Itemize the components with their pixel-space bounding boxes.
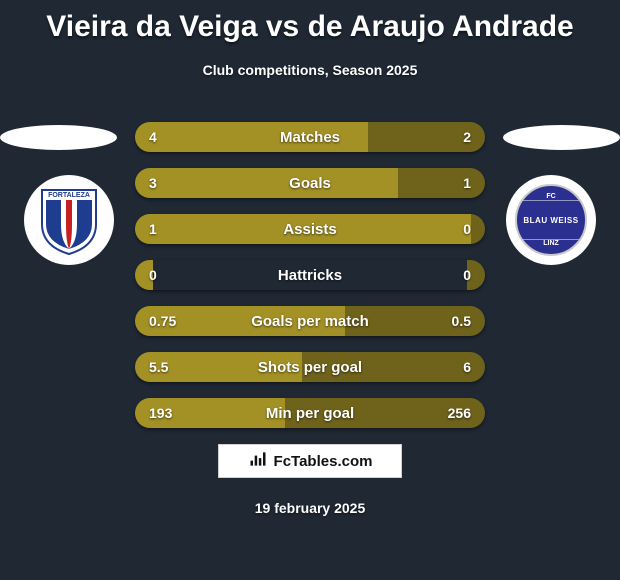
stat-value-right: 0 [463, 260, 471, 290]
linz-mid-text: BLAU WEISS [523, 200, 579, 240]
club-right-badge: FC BLAU WEISS LINZ [506, 175, 596, 265]
stat-value-right: 1 [463, 168, 471, 198]
stat-label: Hattricks [135, 260, 485, 290]
stat-label: Assists [135, 214, 485, 244]
stats-bars-container: Matches42Goals31Assists10Hattricks00Goal… [135, 122, 485, 444]
branding-text: FcTables.com [274, 453, 373, 470]
stat-row: Shots per goal5.5 6 [135, 352, 485, 382]
stat-label: Goals [135, 168, 485, 198]
stat-row: Assists1 0 [135, 214, 485, 244]
linz-top-text: FC [546, 193, 555, 200]
subtitle: Club competitions, Season 2025 [0, 62, 620, 78]
stat-value-left: 0.75 [149, 306, 176, 336]
stat-row: Matches4 2 [135, 122, 485, 152]
svg-text:FORTALEZA: FORTALEZA [48, 192, 90, 199]
branding-badge: FcTables.com [218, 444, 402, 478]
stat-label: Matches [135, 122, 485, 152]
stat-value-right: 6 [463, 352, 471, 382]
stat-label: Shots per goal [135, 352, 485, 382]
linz-badge-icon: FC BLAU WEISS LINZ [515, 184, 587, 256]
stat-row: Goals3 1 [135, 168, 485, 198]
stat-value-right: 256 [448, 398, 471, 428]
stat-value-left: 1 [149, 214, 157, 244]
linz-bot-text: LINZ [543, 240, 559, 247]
stat-value-right: 0.5 [452, 306, 471, 336]
stat-row: Hattricks0 0 [135, 260, 485, 290]
date-text: 19 february 2025 [0, 500, 620, 516]
stat-value-left: 4 [149, 122, 157, 152]
stat-value-left: 3 [149, 168, 157, 198]
page-title: Vieira da Veiga vs de Araujo Andrade [0, 0, 620, 44]
branding-chart-icon [248, 449, 268, 473]
player-left-photo-placeholder [0, 125, 117, 150]
fortaleza-shield-icon: FORTALEZA [38, 184, 100, 256]
stat-label: Goals per match [135, 306, 485, 336]
stat-row: Goals per match0.75 0.5 [135, 306, 485, 336]
stat-row: Min per goal193 256 [135, 398, 485, 428]
stat-value-right: 2 [463, 122, 471, 152]
stat-value-left: 0 [149, 260, 157, 290]
club-left-badge: FORTALEZA [24, 175, 114, 265]
stat-value-right: 0 [463, 214, 471, 244]
stat-value-left: 5.5 [149, 352, 168, 382]
player-right-photo-placeholder [503, 125, 620, 150]
stat-value-left: 193 [149, 398, 172, 428]
stat-label: Min per goal [135, 398, 485, 428]
